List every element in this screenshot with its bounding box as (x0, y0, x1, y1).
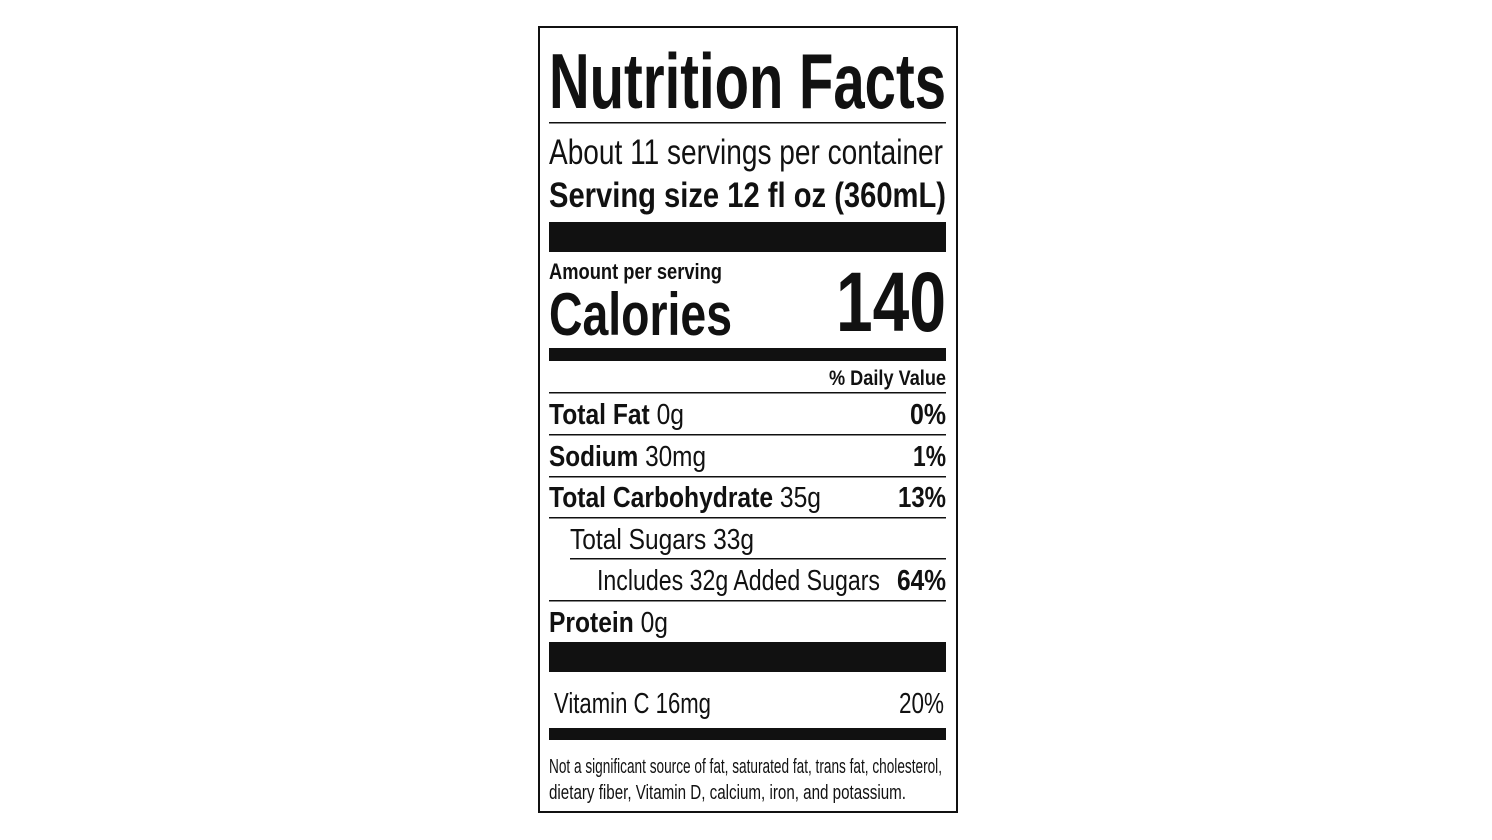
thick-bar (549, 222, 946, 252)
footnote-line: Not a significant source of fat, saturat… (549, 756, 942, 778)
divider (549, 122, 946, 124)
serving-size-value: 12 fl oz (360mL) (727, 176, 946, 215)
nutrient-name: Includes 32g Added Sugars (597, 565, 880, 597)
nutrient-name: Total Carbohydrate (549, 482, 773, 514)
vitamin-row: Vitamin C 16mg (554, 688, 711, 720)
label-border (538, 26, 958, 813)
title: Nutrition Facts (549, 37, 946, 125)
calories-label: Calories (549, 281, 732, 348)
serving-size: Serving size 12 fl oz (360mL) (549, 176, 946, 215)
servings: About 11 servings per container (549, 133, 943, 172)
vitamin-name: Vitamin C (554, 688, 650, 720)
nutrient-row: Total Sugars 33g (570, 524, 754, 556)
divider (549, 476, 946, 478)
nutrient-dv: 13% (898, 482, 946, 514)
vitamin-dv: 20% (899, 688, 944, 720)
nutrient-row: Protein 0g (549, 607, 668, 639)
nutrient-amount: 0g (657, 399, 684, 431)
divider (570, 558, 946, 560)
thick-bar (549, 642, 946, 672)
nutrient-row: Sodium 30mg (549, 441, 706, 473)
nutrient-dv: 64% (897, 565, 946, 597)
nutrient-amount: 0g (641, 607, 668, 639)
divider (549, 392, 946, 394)
nutrient-row: Total Carbohydrate 35g (549, 482, 821, 514)
daily-value-header: % Daily Value (829, 367, 946, 390)
medium-bar (549, 348, 946, 361)
vitamin-amount: 16mg (656, 688, 711, 720)
calories-value: 140 (836, 255, 946, 349)
nutrient-name: Total Sugars (570, 524, 706, 556)
divider (549, 517, 946, 519)
medium-bar (549, 728, 946, 740)
nutrient-dv: 0% (910, 399, 946, 431)
nutrient-name: Sodium (549, 441, 638, 473)
divider (549, 434, 946, 436)
nutrient-amount: 30mg (645, 441, 706, 473)
nutrient-dv: 1% (913, 441, 946, 473)
nutrient-name: Total Fat (549, 399, 650, 431)
divider (549, 600, 946, 602)
amount-per-serving: Amount per serving (549, 259, 722, 284)
nutrient-amount: 33g (713, 524, 754, 556)
nutrient-amount: 35g (780, 482, 821, 514)
nutrient-name: Protein (549, 607, 634, 639)
serving-size-label: Serving size (549, 176, 719, 215)
footnote-line: dietary fiber, Vitamin D, calcium, iron,… (549, 782, 906, 804)
nutrient-row: Total Fat 0g (549, 399, 684, 431)
